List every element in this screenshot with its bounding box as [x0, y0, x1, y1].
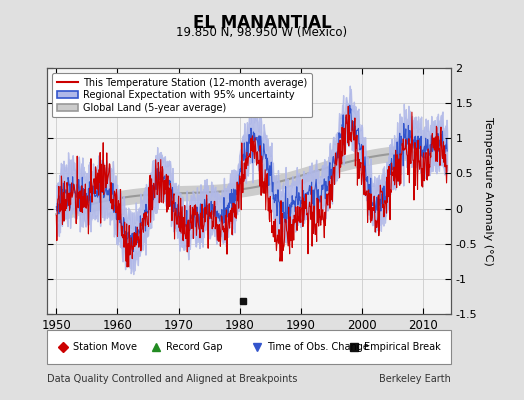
Text: Station Move: Station Move — [73, 342, 137, 352]
Text: Empirical Break: Empirical Break — [364, 342, 441, 352]
Legend: This Temperature Station (12-month average), Regional Expectation with 95% uncer: This Temperature Station (12-month avera… — [52, 73, 312, 118]
Text: Record Gap: Record Gap — [166, 342, 223, 352]
FancyBboxPatch shape — [47, 330, 451, 364]
Y-axis label: Temperature Anomaly (°C): Temperature Anomaly (°C) — [483, 117, 493, 265]
Text: Data Quality Controlled and Aligned at Breakpoints: Data Quality Controlled and Aligned at B… — [47, 374, 298, 384]
Text: EL MANANTIAL: EL MANANTIAL — [193, 14, 331, 32]
Text: 19.850 N, 98.950 W (Mexico): 19.850 N, 98.950 W (Mexico) — [177, 26, 347, 39]
Text: Time of Obs. Change: Time of Obs. Change — [267, 342, 369, 352]
Text: Berkeley Earth: Berkeley Earth — [379, 374, 451, 384]
